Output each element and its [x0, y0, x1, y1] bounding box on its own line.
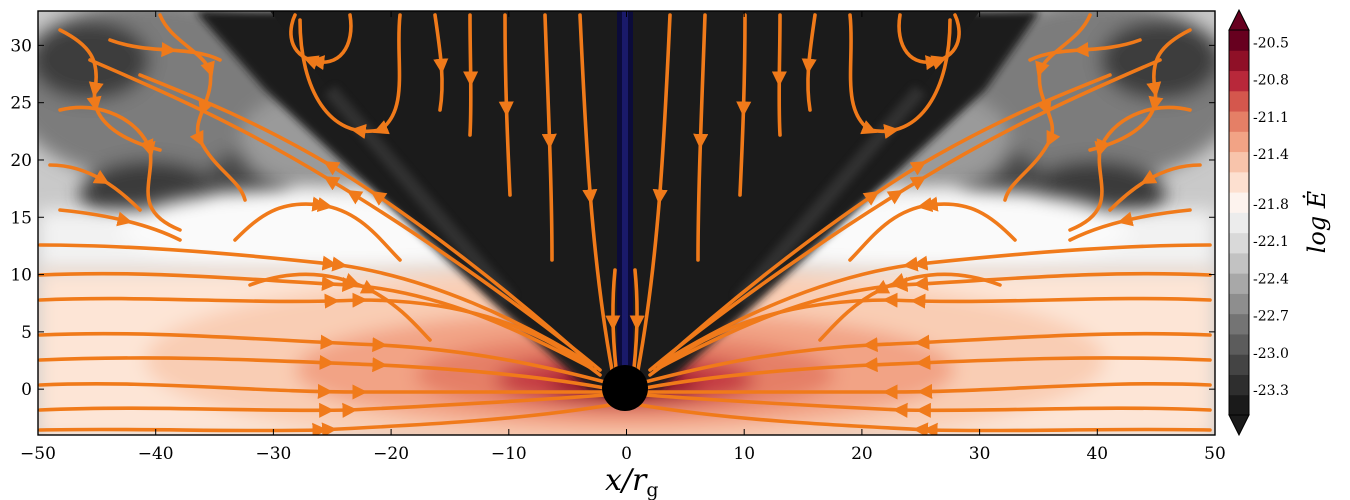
colorbar: -20.5 -20.8 -21.1 -21.4 -21.8 -22.1 -22.4 -22.7… — [1228, 8, 1289, 437]
x-tick-label: −50 — [20, 444, 56, 464]
colorbar-band — [1229, 354, 1249, 375]
streamline — [1088, 28, 1192, 152]
y-tick-label: 30 — [10, 36, 32, 56]
colorbar-band — [1229, 273, 1249, 294]
colorbar-tick-label: -22.7 — [1253, 309, 1289, 325]
streamline — [248, 272, 432, 342]
x-tick-label: 40 — [1086, 444, 1108, 464]
colorbar-title: log Ė — [1302, 190, 1331, 253]
colorbar-band — [1229, 70, 1249, 92]
streamline — [848, 13, 952, 135]
colorbar-extend-min — [1228, 414, 1250, 437]
streamline — [38, 356, 607, 390]
colorbar-band — [1229, 293, 1249, 315]
streamline — [578, 13, 614, 372]
colorbar-band — [1229, 252, 1249, 274]
colorbar-tick-label: -20.8 — [1253, 73, 1289, 89]
colorbar-tick-label: -21.4 — [1253, 147, 1289, 163]
colorbar-extend-max — [1228, 8, 1250, 31]
colorbar-band — [1229, 313, 1249, 335]
streamline — [643, 331, 1212, 384]
x-tick-label: 50 — [1204, 444, 1226, 464]
colorbar-tick-label: -20.5 — [1253, 35, 1289, 51]
colorbar-band — [1229, 171, 1249, 193]
y-tick-label: 25 — [10, 94, 32, 114]
colorbar-tick-label: -22.4 — [1253, 271, 1289, 287]
y-tick-label: 10 — [10, 266, 32, 286]
x-tick-label: −20 — [373, 444, 409, 464]
streamline — [636, 13, 672, 372]
y-tick-label: 15 — [10, 208, 32, 228]
colorbar-band — [1229, 151, 1249, 173]
colorbar-tick-label: -23.0 — [1253, 346, 1289, 362]
colorbar-band — [1229, 394, 1249, 416]
streamline — [777, 13, 782, 137]
x-tick-label: 30 — [969, 444, 991, 464]
streamline — [38, 331, 607, 384]
streamline — [648, 58, 1162, 372]
colorbar-band — [1229, 131, 1249, 153]
colorbar-band — [1229, 50, 1249, 72]
streamline — [656, 243, 1212, 367]
streamline — [38, 381, 605, 400]
black-hole — [602, 365, 648, 411]
colorbar-tick-label: -23.3 — [1253, 383, 1289, 399]
streamline — [38, 292, 602, 377]
colorbar-band — [1229, 111, 1249, 132]
streamline — [38, 393, 607, 418]
colorbar-tick-label: -22.1 — [1253, 234, 1289, 250]
colorbar-band — [1229, 30, 1249, 51]
field-streamlines — [38, 13, 1212, 435]
x-tick-label: 20 — [851, 444, 873, 464]
colorbar-band — [1229, 333, 1249, 355]
streamline — [38, 403, 612, 435]
colorbar-band — [1229, 90, 1249, 112]
y-tick-label: 5 — [21, 323, 32, 343]
colorbar-tick-label: -21.1 — [1253, 110, 1289, 126]
colorbar-tick-label: -21.8 — [1253, 197, 1289, 213]
x-tick-label: −40 — [138, 444, 174, 464]
streamline — [648, 292, 1212, 377]
colorbar-band — [1229, 192, 1249, 213]
streamline — [638, 403, 1212, 435]
x-axis-title: x/rg — [605, 463, 659, 500]
streamline — [645, 381, 1212, 400]
x-tick-label: −30 — [255, 444, 291, 464]
streamline — [818, 272, 1002, 342]
colorbar-band — [1229, 212, 1249, 234]
x-tick-label: −10 — [491, 444, 527, 464]
streamline — [643, 393, 1212, 418]
colorbar-band — [1229, 232, 1249, 254]
x-axis: −50 −40 −30 −20 −10 0 10 20 30 40 50 — [20, 11, 1226, 464]
x-tick-label: 10 — [733, 444, 755, 464]
y-axis: 0 5 10 15 20 25 30 — [10, 36, 1215, 400]
colorbar-frame — [1228, 29, 1250, 416]
streamline — [468, 13, 473, 137]
streamline — [58, 28, 162, 152]
y-tick-label: 20 — [10, 151, 32, 171]
colorbar-band — [1229, 374, 1249, 396]
streamline — [298, 13, 402, 135]
streamline — [88, 58, 602, 372]
streamline — [643, 356, 1212, 390]
streamline — [38, 243, 594, 367]
x-tick-label: 0 — [621, 444, 632, 464]
y-tick-label: 0 — [21, 380, 32, 400]
